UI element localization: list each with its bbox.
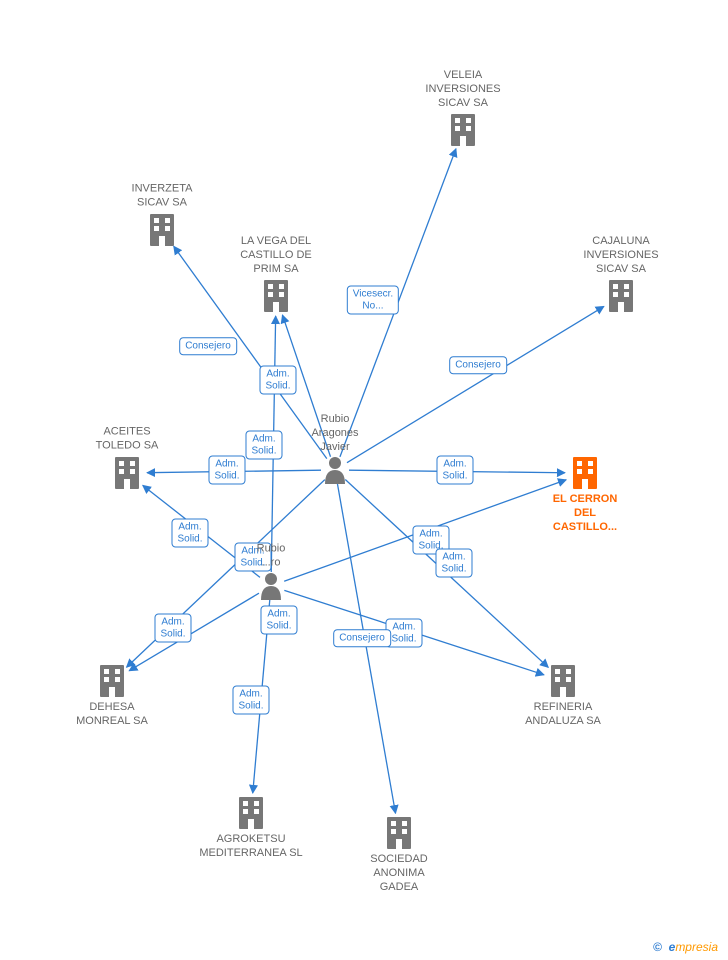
company-node[interactable] (100, 665, 124, 697)
edge (340, 149, 456, 457)
company-node[interactable] (387, 817, 411, 849)
brand-name: mpresia (675, 940, 718, 954)
person-node[interactable] (261, 573, 281, 600)
edge (337, 484, 395, 814)
edge (284, 590, 544, 674)
company-node[interactable] (573, 457, 597, 489)
edge (282, 315, 330, 457)
edge (129, 593, 259, 671)
edge (345, 480, 548, 668)
edge (349, 470, 565, 473)
footer-credit: © empresia (653, 940, 718, 954)
edge (271, 316, 275, 572)
edge (253, 600, 270, 793)
company-node[interactable] (451, 114, 475, 146)
network-canvas (0, 0, 728, 960)
company-node[interactable] (551, 665, 575, 697)
company-node[interactable] (609, 280, 633, 312)
person-node[interactable] (325, 457, 345, 484)
company-node[interactable] (264, 280, 288, 312)
company-node[interactable] (239, 797, 263, 829)
edge (143, 485, 260, 577)
edge (284, 480, 566, 581)
copyright-symbol: © (653, 940, 662, 954)
edge (147, 470, 321, 473)
company-node[interactable] (150, 214, 174, 246)
company-node[interactable] (115, 457, 139, 489)
edge (174, 246, 327, 458)
brand-e: e (665, 940, 675, 954)
edge (347, 306, 604, 462)
edge (127, 480, 325, 668)
